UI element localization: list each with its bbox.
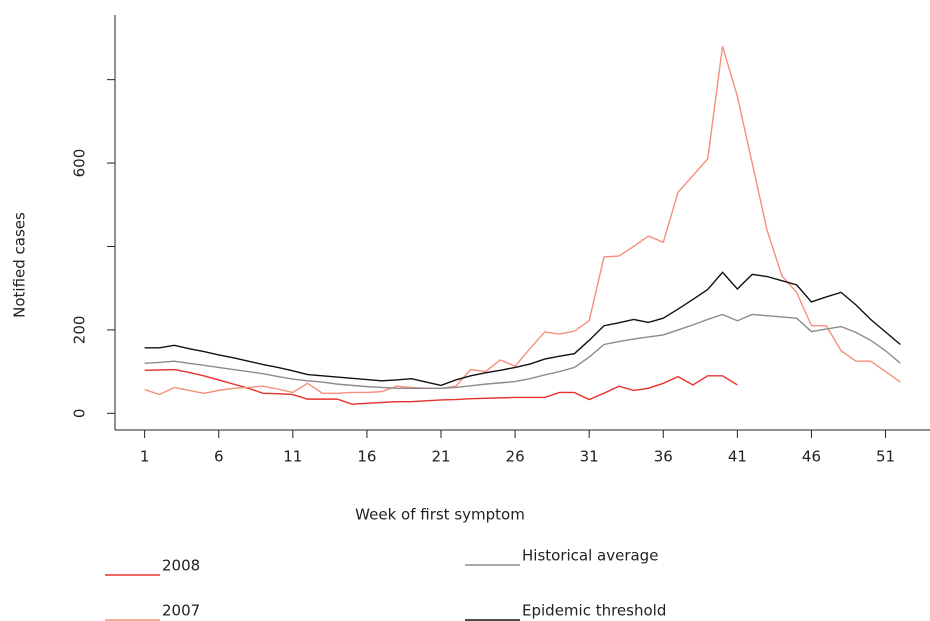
y-axis-label: Notified cases: [11, 212, 29, 318]
y-tick-label: 0: [71, 409, 89, 419]
x-tick-label: 51: [876, 448, 895, 466]
x-tick-label: 21: [431, 448, 450, 466]
legend-label: 2008: [162, 557, 200, 575]
legend-label: Historical average: [522, 547, 658, 565]
x-tick-label: 11: [283, 448, 302, 466]
x-axis-label: Week of first symptom: [355, 506, 525, 524]
x-tick-label: 36: [654, 448, 673, 466]
series-line: [144, 271, 901, 387]
legend-label: Epidemic threshold: [522, 602, 666, 620]
y-tick-label: 600: [71, 149, 89, 178]
x-tick-label: 1: [140, 448, 150, 466]
x-tick-label: 26: [506, 448, 525, 466]
series-line: [144, 368, 738, 405]
y-tick-label: 200: [71, 316, 89, 345]
x-tick-label: 31: [580, 448, 599, 466]
x-tick-label: 6: [214, 448, 224, 466]
x-tick-label: 46: [802, 448, 821, 466]
x-tick-label: 41: [728, 448, 747, 466]
x-tick-label: 16: [357, 448, 376, 466]
series-line: [144, 313, 901, 389]
series-line: [144, 46, 901, 396]
legend-label: 2007: [162, 602, 200, 620]
